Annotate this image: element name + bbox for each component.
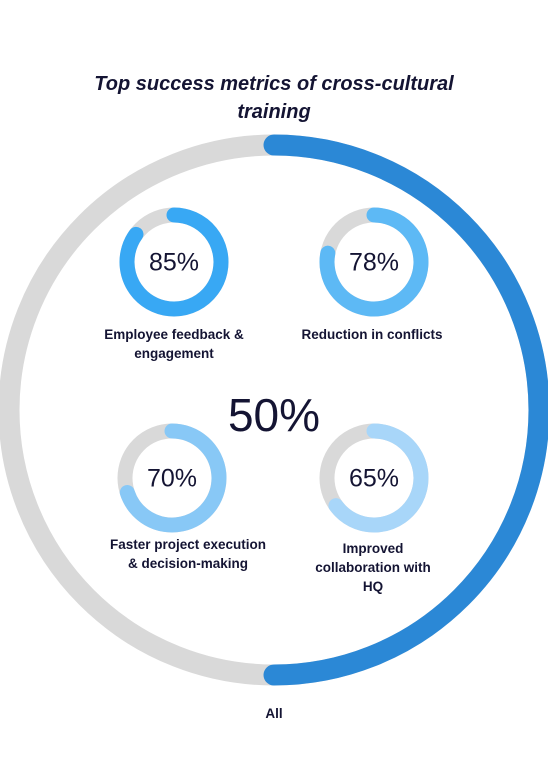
ring-value-improved-collaboration: 65% <box>349 465 399 493</box>
ring-arc-improved-collaboration <box>328 423 429 533</box>
chart-title: Top success metrics of cross-cultural tr… <box>94 73 454 123</box>
metric-label-employee-feedback: Employee feedback & engagement <box>104 327 244 361</box>
ring-arc-faster-project-execution <box>119 423 227 533</box>
overall-value-label: 50% <box>228 389 320 441</box>
overall-label: All <box>265 706 283 721</box>
metric-label-reduction-in-conflicts: Reduction in conflicts <box>301 327 443 342</box>
metric-rings: 85% 78% 70% 65% <box>117 207 429 533</box>
overall-ring-arc <box>263 134 548 686</box>
ring-value-employee-feedback: 85% <box>149 249 199 277</box>
ring-arc-employee-feedback <box>119 207 229 317</box>
ring-value-reduction-in-conflicts: 78% <box>349 249 399 277</box>
metric-label-faster-project-execution: Faster project execution & decision-maki… <box>109 537 267 571</box>
ring-arc-reduction-in-conflicts <box>319 207 429 317</box>
ring-value-faster-project-execution: 70% <box>147 465 197 493</box>
metric-label-improved-collaboration: Improved collaboration with HQ <box>315 541 431 594</box>
